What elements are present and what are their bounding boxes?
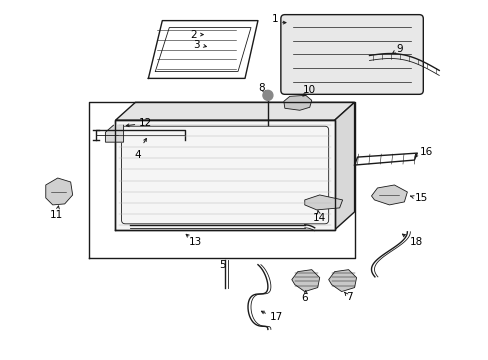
Text: 7: 7	[346, 292, 352, 302]
Text: 3: 3	[192, 40, 199, 50]
Text: 14: 14	[312, 213, 325, 223]
Text: 9: 9	[395, 44, 402, 54]
Text: 11: 11	[50, 210, 63, 220]
Text: 15: 15	[413, 193, 427, 203]
Circle shape	[263, 90, 272, 100]
Text: 8: 8	[258, 84, 264, 93]
Text: 4: 4	[134, 150, 141, 160]
Text: 10: 10	[303, 85, 316, 95]
Polygon shape	[291, 270, 319, 292]
Polygon shape	[304, 195, 342, 210]
Text: 17: 17	[269, 312, 283, 323]
Text: 13: 13	[188, 237, 202, 247]
FancyBboxPatch shape	[280, 15, 423, 94]
Text: 6: 6	[301, 293, 307, 302]
Polygon shape	[46, 178, 73, 205]
Text: 18: 18	[408, 237, 422, 247]
Polygon shape	[115, 102, 354, 120]
Polygon shape	[115, 120, 334, 230]
Text: 5: 5	[218, 260, 225, 270]
Polygon shape	[328, 270, 356, 292]
Text: 2: 2	[189, 30, 196, 40]
Polygon shape	[334, 102, 354, 230]
Polygon shape	[283, 95, 311, 110]
Text: 12: 12	[138, 118, 151, 128]
Polygon shape	[371, 185, 407, 205]
Text: 1: 1	[271, 14, 278, 24]
Text: 16: 16	[419, 147, 432, 157]
Polygon shape	[105, 125, 123, 142]
